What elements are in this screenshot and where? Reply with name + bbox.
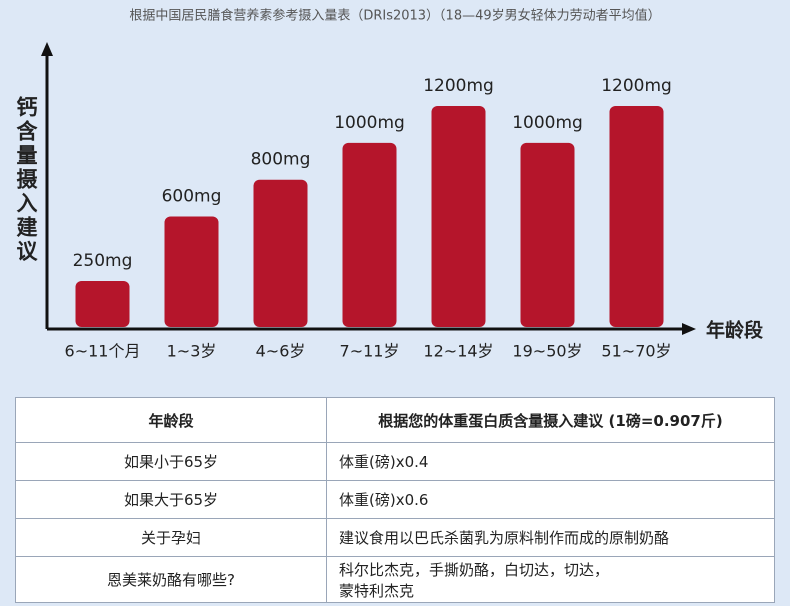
- cell: 体重(磅)x0.6: [326, 480, 775, 519]
- x-tick-label: 51~70岁: [601, 342, 671, 361]
- table-header: 年龄段 根据您的体重蛋白质含量摄入建议 (1磅=0.907斤): [15, 397, 775, 443]
- cell: 体重(磅)x0.4: [326, 442, 775, 481]
- cell-line: 科尔比杰克，手撕奶酪，白切达，切达，: [339, 560, 610, 579]
- cell: 关于孕妇: [15, 518, 327, 557]
- value-label: 600mg: [162, 187, 222, 207]
- x-tick-label: 6~11个月: [65, 342, 141, 361]
- value-label: 1000mg: [512, 113, 583, 133]
- value-label: 1200mg: [423, 76, 494, 96]
- x-tick-label: 19~50岁: [512, 342, 582, 361]
- cell: 如果大于65岁: [15, 480, 327, 519]
- y-arrow: [41, 42, 53, 56]
- chart-title: 根据中国居民膳食营养素参考摄入量表（DRIs2013）（18—49岁男女轻体力劳…: [129, 8, 660, 24]
- cell: 恩美莱奶酪有哪些?: [15, 556, 327, 603]
- x-axis-label: 年龄段: [706, 319, 764, 342]
- table-row: 如果小于65岁 体重(磅)x0.4: [15, 442, 775, 481]
- cell: 如果小于65岁: [15, 442, 327, 481]
- x-arrow: [682, 323, 696, 335]
- x-tick-label: 4~6岁: [256, 342, 306, 361]
- cell-line: 蒙特利杰克: [339, 581, 415, 600]
- cell: 建议食用以巴氏杀菌乳为原料制作而成的原制奶酪: [326, 518, 775, 557]
- y-axis-label: 钙含量摄入建议: [14, 96, 38, 264]
- bar: [253, 179, 308, 327]
- bar: [75, 280, 130, 327]
- cell: 科尔比杰克，手撕奶酪，白切达，切达， 蒙特利杰克: [326, 556, 775, 603]
- bar: [164, 216, 219, 327]
- header-cell: 年龄段: [15, 397, 327, 443]
- table-row: 如果大于65岁 体重(磅)x0.6: [15, 480, 775, 519]
- bar: [520, 142, 575, 327]
- table: 年龄段 根据您的体重蛋白质含量摄入建议 (1磅=0.907斤) 如果小于65岁 …: [15, 397, 775, 603]
- bar: [431, 106, 486, 327]
- value-label: 800mg: [251, 150, 311, 170]
- value-label: 1200mg: [601, 76, 672, 96]
- x-tick-label: 7~11岁: [340, 342, 400, 361]
- value-label: 1000mg: [334, 113, 405, 133]
- table-row: 关于孕妇 建议食用以巴氏杀菌乳为原料制作而成的原制奶酪: [15, 518, 775, 557]
- chart: 根据中国居民膳食营养素参考摄入量表（DRIs2013）（18—49岁男女轻体力劳…: [14, 8, 764, 361]
- bar: [609, 106, 664, 327]
- bar: [342, 142, 397, 327]
- x-tick-label: 1~3岁: [167, 342, 217, 361]
- x-tick-label: 12~14岁: [423, 342, 493, 361]
- table-row: 恩美莱奶酪有哪些? 科尔比杰克，手撕奶酪，白切达，切达， 蒙特利杰克: [15, 556, 775, 603]
- value-label: 250mg: [73, 251, 133, 271]
- header-cell: 根据您的体重蛋白质含量摄入建议 (1磅=0.907斤): [326, 397, 775, 443]
